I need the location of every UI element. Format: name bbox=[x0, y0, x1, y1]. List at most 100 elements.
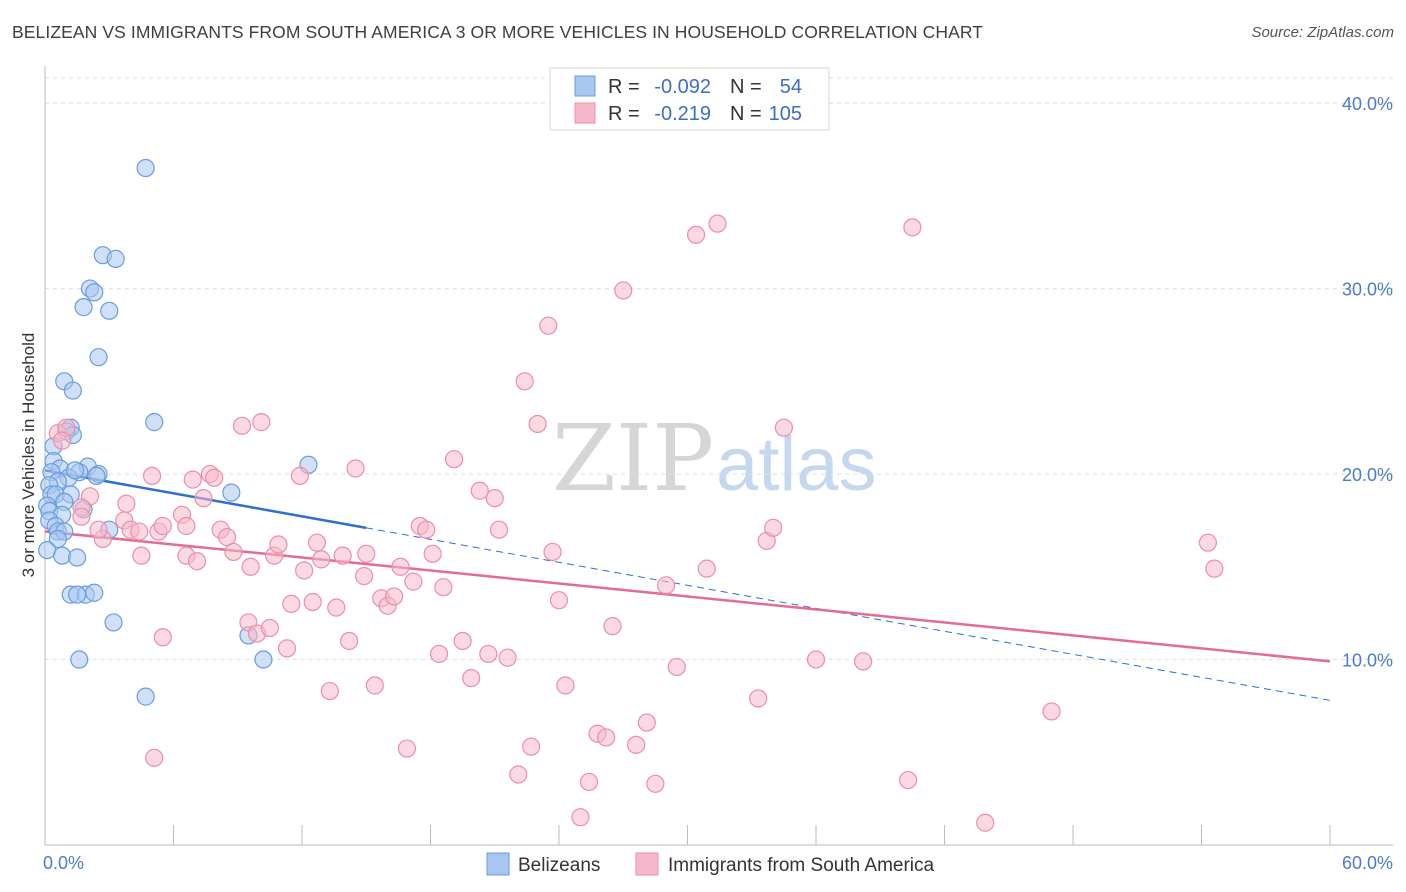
legend-bottom-label-belizeans: Belizeans bbox=[518, 855, 600, 876]
immigrant-point bbox=[1198, 533, 1218, 552]
immigrant-point bbox=[774, 418, 793, 437]
watermark-zip: ZIP bbox=[552, 405, 714, 512]
immigrant-point bbox=[854, 652, 873, 671]
immigrant-point bbox=[543, 542, 562, 562]
immigrant-point bbox=[130, 522, 149, 541]
immigrant-point bbox=[417, 520, 436, 539]
immigrant-point bbox=[295, 561, 314, 580]
immigrant-point bbox=[53, 431, 72, 450]
immigrant-point bbox=[637, 713, 656, 732]
belizean-point bbox=[106, 249, 125, 268]
immigrant-point bbox=[549, 591, 569, 610]
immigrant-point bbox=[976, 813, 995, 832]
immigrant-point bbox=[277, 639, 297, 658]
immigrant-point bbox=[764, 518, 783, 537]
legend-swatch-immigrants bbox=[574, 102, 596, 124]
immigrant-point bbox=[656, 576, 676, 595]
immigrant-point bbox=[357, 544, 376, 563]
immigrant-point bbox=[132, 546, 151, 565]
belizean-trend-extension bbox=[366, 527, 1331, 701]
belizean-point bbox=[74, 298, 93, 317]
immigrant-point bbox=[646, 774, 665, 793]
immigrant-point bbox=[355, 566, 374, 586]
immigrant-point bbox=[626, 735, 646, 754]
immigrant-point bbox=[708, 214, 727, 233]
immigrant-point bbox=[404, 572, 423, 591]
immigrant-point bbox=[290, 466, 309, 486]
chart-source: Source: ZipAtlas.com bbox=[1251, 24, 1394, 41]
immigrant-point bbox=[444, 450, 464, 469]
axis-layer: 10.0% 20.0% 30.0% 40.0% bbox=[44, 66, 1393, 846]
immigrant-point bbox=[194, 489, 213, 508]
immigrant-point bbox=[462, 668, 481, 688]
legend-n-value-1: 54 bbox=[780, 76, 802, 98]
belizean-point bbox=[254, 650, 273, 669]
legend-r-label-1: R = bbox=[608, 76, 640, 98]
y-tick-label: 10.0% bbox=[1342, 651, 1393, 671]
immigrant-point bbox=[1205, 559, 1224, 578]
immigrant-point bbox=[667, 657, 686, 677]
immigrant-point bbox=[1042, 702, 1061, 721]
belizean-point bbox=[68, 585, 87, 604]
legend-bottom-swatch-belizeans bbox=[486, 852, 510, 876]
immigrant-point bbox=[232, 416, 252, 435]
immigrant-point bbox=[205, 468, 224, 487]
immigrant-point bbox=[312, 550, 331, 569]
immigrant-point bbox=[603, 617, 622, 636]
immigrant-point bbox=[269, 535, 288, 554]
legend-r-value-2: -0.219 bbox=[654, 103, 711, 125]
belizean-point bbox=[70, 650, 89, 669]
immigrant-point bbox=[515, 372, 534, 391]
immigrant-point bbox=[597, 728, 616, 747]
point-layer bbox=[38, 158, 1224, 832]
immigrant-trend-line bbox=[44, 530, 1331, 663]
y-tick-label: 40.0% bbox=[1342, 94, 1393, 114]
immigrant-point bbox=[183, 470, 202, 489]
immigrant-point bbox=[903, 218, 922, 237]
immigrant-point bbox=[282, 594, 301, 613]
immigrant-point bbox=[522, 737, 541, 756]
legend-bottom-swatch-immigrants bbox=[635, 852, 659, 876]
immigrant-point bbox=[260, 618, 279, 638]
immigrant-point bbox=[434, 578, 453, 597]
immigrant-point bbox=[453, 631, 472, 651]
immigrant-point bbox=[509, 765, 528, 784]
immigrant-point bbox=[153, 516, 172, 536]
immigrant-point bbox=[187, 552, 207, 571]
x-tick-label-max: 60.0% bbox=[1342, 853, 1393, 873]
legend-r-label-2: R = bbox=[608, 103, 640, 125]
immigrant-point bbox=[614, 281, 633, 300]
immigrant-point bbox=[489, 520, 509, 539]
belizean-point bbox=[222, 483, 241, 502]
legend-n-label-1: N = bbox=[730, 76, 762, 98]
immigrant-point bbox=[145, 748, 164, 767]
immigrant-point bbox=[241, 557, 260, 576]
immigrant-point bbox=[252, 413, 271, 432]
legend-top: R = -0.092 N = 54 R = -0.219 N = 105 bbox=[549, 67, 830, 131]
immigrant-point bbox=[117, 494, 136, 513]
belizean-point bbox=[100, 301, 119, 320]
immigrant-point bbox=[72, 507, 91, 526]
immigrant-point bbox=[320, 681, 339, 701]
legend-n-value-2: 105 bbox=[769, 103, 802, 125]
belizean-point bbox=[89, 348, 108, 367]
watermark: ZIP atlas bbox=[552, 405, 877, 512]
immigrant-point bbox=[327, 598, 346, 617]
immigrant-point bbox=[384, 587, 404, 606]
immigrant-point bbox=[556, 676, 575, 695]
immigrant-point bbox=[224, 542, 243, 562]
immigrant-point bbox=[697, 559, 716, 578]
watermark-atlas: atlas bbox=[716, 422, 877, 507]
immigrant-point bbox=[429, 644, 449, 664]
immigrant-point bbox=[485, 489, 504, 508]
belizean-point bbox=[136, 158, 155, 178]
immigrant-point bbox=[177, 516, 196, 536]
immigrant-point bbox=[571, 808, 590, 827]
x-tick-label-min: 0.0% bbox=[43, 853, 84, 873]
immigrant-point bbox=[898, 770, 918, 790]
legend-swatch-belizeans bbox=[574, 75, 596, 97]
belizean-point bbox=[63, 381, 82, 400]
immigrant-point bbox=[423, 544, 442, 563]
belizean-point bbox=[145, 413, 164, 432]
